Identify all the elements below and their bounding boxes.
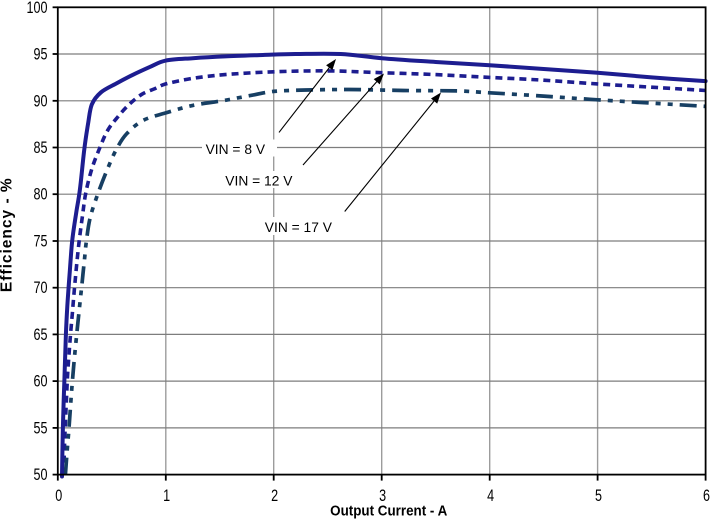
svg-text:80: 80 bbox=[34, 185, 48, 204]
svg-text:2: 2 bbox=[271, 486, 278, 505]
svg-text:85: 85 bbox=[34, 138, 48, 157]
svg-text:Output Current - A: Output Current - A bbox=[330, 502, 447, 519]
svg-text:60: 60 bbox=[34, 372, 48, 391]
svg-text:0: 0 bbox=[55, 486, 62, 505]
svg-text:VIN = 17 V: VIN = 17 V bbox=[265, 220, 333, 235]
svg-text:3: 3 bbox=[379, 486, 386, 505]
svg-text:4: 4 bbox=[487, 486, 494, 505]
svg-text:6: 6 bbox=[703, 486, 710, 505]
svg-text:VIN = 12 V: VIN = 12 V bbox=[225, 173, 293, 188]
svg-text:5: 5 bbox=[595, 486, 602, 505]
svg-text:100: 100 bbox=[27, 0, 48, 17]
svg-text:Efficiency - %: Efficiency - % bbox=[0, 177, 16, 292]
svg-text:95: 95 bbox=[34, 45, 48, 64]
svg-text:VIN = 8 V: VIN = 8 V bbox=[206, 142, 266, 157]
svg-text:70: 70 bbox=[34, 278, 48, 297]
svg-text:50: 50 bbox=[34, 465, 48, 484]
svg-text:55: 55 bbox=[34, 419, 48, 438]
svg-text:1: 1 bbox=[163, 486, 170, 505]
svg-text:65: 65 bbox=[34, 325, 48, 344]
svg-text:90: 90 bbox=[34, 91, 48, 110]
svg-text:75: 75 bbox=[34, 232, 48, 251]
